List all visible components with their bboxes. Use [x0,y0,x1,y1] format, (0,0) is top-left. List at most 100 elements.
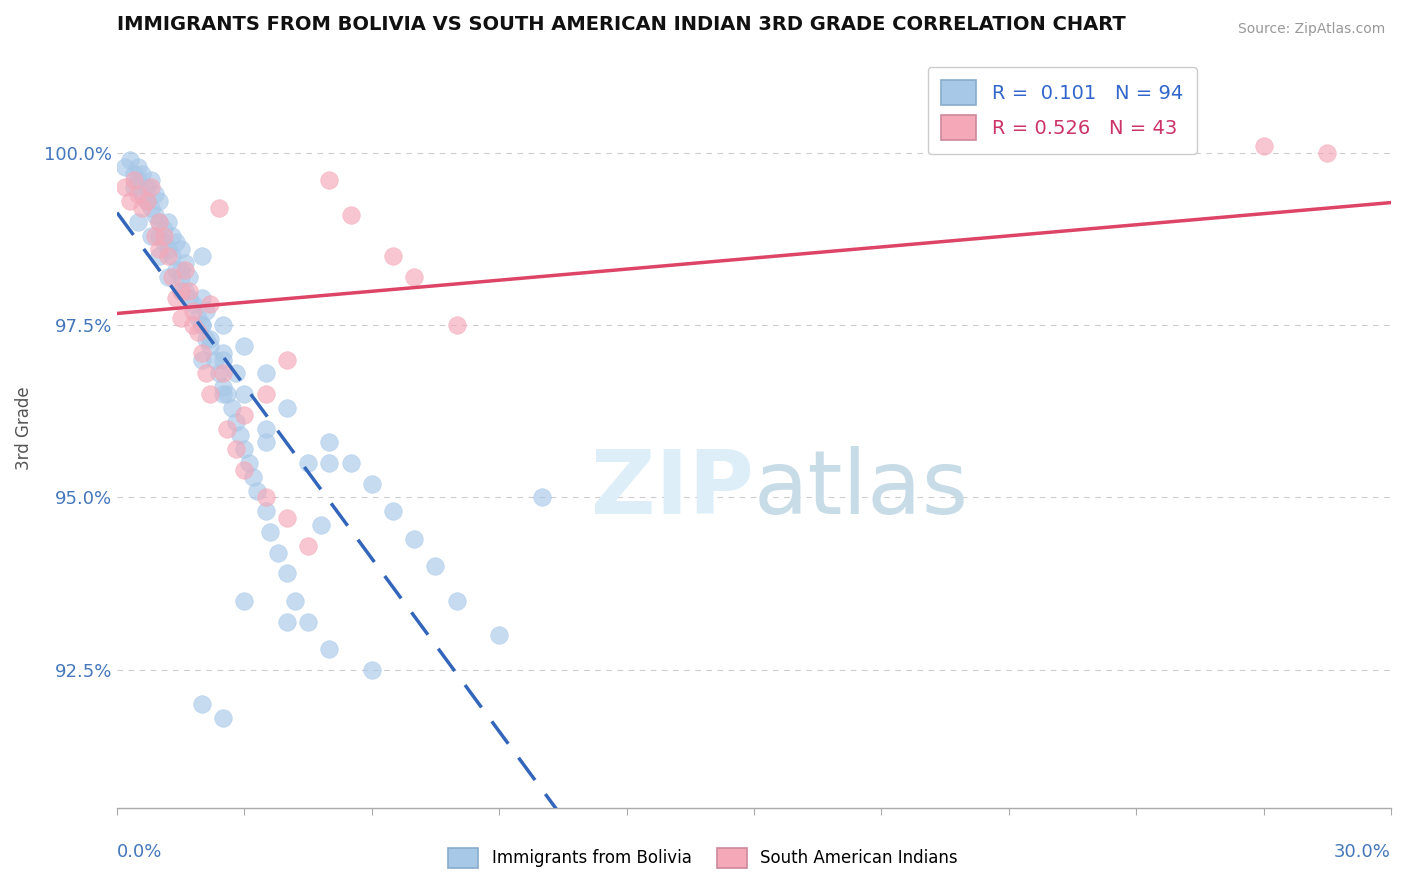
Point [152,235,174,250]
Point [160,269,183,284]
Point [530,491,553,505]
Point [170,269,193,284]
Point [143,208,166,222]
Point [204,352,226,367]
Point [246,483,269,498]
Point [156,215,179,229]
Point [114,180,136,194]
Point [212,352,235,367]
Point [160,228,183,243]
Point [254,491,277,505]
Point [170,243,193,257]
Point [183,304,205,318]
Point [135,194,157,208]
Point [191,318,214,333]
Text: atlas: atlas [754,446,969,533]
Point [254,367,277,381]
Point [1316,145,1339,160]
Point [191,352,214,367]
Point [339,208,361,222]
Point [360,663,382,677]
Point [254,435,277,450]
Point [191,249,214,263]
Point [382,249,405,263]
Point [174,284,197,298]
Point [200,297,222,311]
Point [148,249,170,263]
Point [217,387,239,401]
Point [254,387,277,401]
Point [229,428,252,442]
Point [284,594,307,608]
Point [309,518,332,533]
Point [195,304,218,318]
Point [114,160,136,174]
Point [156,249,179,263]
Point [360,476,382,491]
Point [143,187,166,202]
Point [208,367,231,381]
Point [174,256,197,270]
Point [179,284,201,298]
Point [488,628,510,642]
Point [148,243,170,257]
Point [127,215,149,229]
Point [200,339,222,353]
Point [183,297,205,311]
Point [131,187,153,202]
Point [254,421,277,435]
Text: IMMIGRANTS FROM BOLIVIA VS SOUTH AMERICAN INDIAN 3RD GRADE CORRELATION CHART: IMMIGRANTS FROM BOLIVIA VS SOUTH AMERICA… [117,15,1126,34]
Point [156,269,179,284]
Point [200,387,222,401]
Point [339,456,361,470]
Point [233,463,256,477]
Point [187,311,209,326]
Point [212,345,235,359]
Point [297,456,319,470]
Point [233,442,256,457]
Point [174,263,197,277]
Point [135,180,157,194]
Point [404,532,426,546]
Point [127,173,149,187]
Point [139,228,162,243]
Point [122,167,145,181]
Point [212,367,235,381]
Point [139,173,162,187]
Point [225,442,247,457]
Point [233,339,256,353]
Point [191,345,214,359]
Point [195,367,218,381]
Point [276,511,298,525]
Point [242,470,264,484]
Point [382,504,405,518]
Point [148,228,170,243]
Point [1253,139,1275,153]
Point [156,243,179,257]
Point [318,456,340,470]
Point [170,284,193,298]
Point [183,318,205,333]
Point [238,456,260,470]
Point [160,249,183,263]
Point [267,546,290,560]
Point [297,615,319,629]
Point [212,380,235,394]
Point [318,173,340,187]
Point [446,318,468,333]
Point [135,194,157,208]
Legend: R =  0.101   N = 94, R = 0.526   N = 43: R = 0.101 N = 94, R = 0.526 N = 43 [928,67,1197,153]
Point [276,401,298,415]
Point [195,332,218,346]
Point [170,284,193,298]
Point [170,263,193,277]
Point [404,269,426,284]
Point [179,291,201,305]
Point [208,201,231,215]
Point [165,235,187,250]
Point [191,318,214,333]
Point [148,215,170,229]
Point [221,401,243,415]
Point [139,201,162,215]
Point [233,408,256,422]
